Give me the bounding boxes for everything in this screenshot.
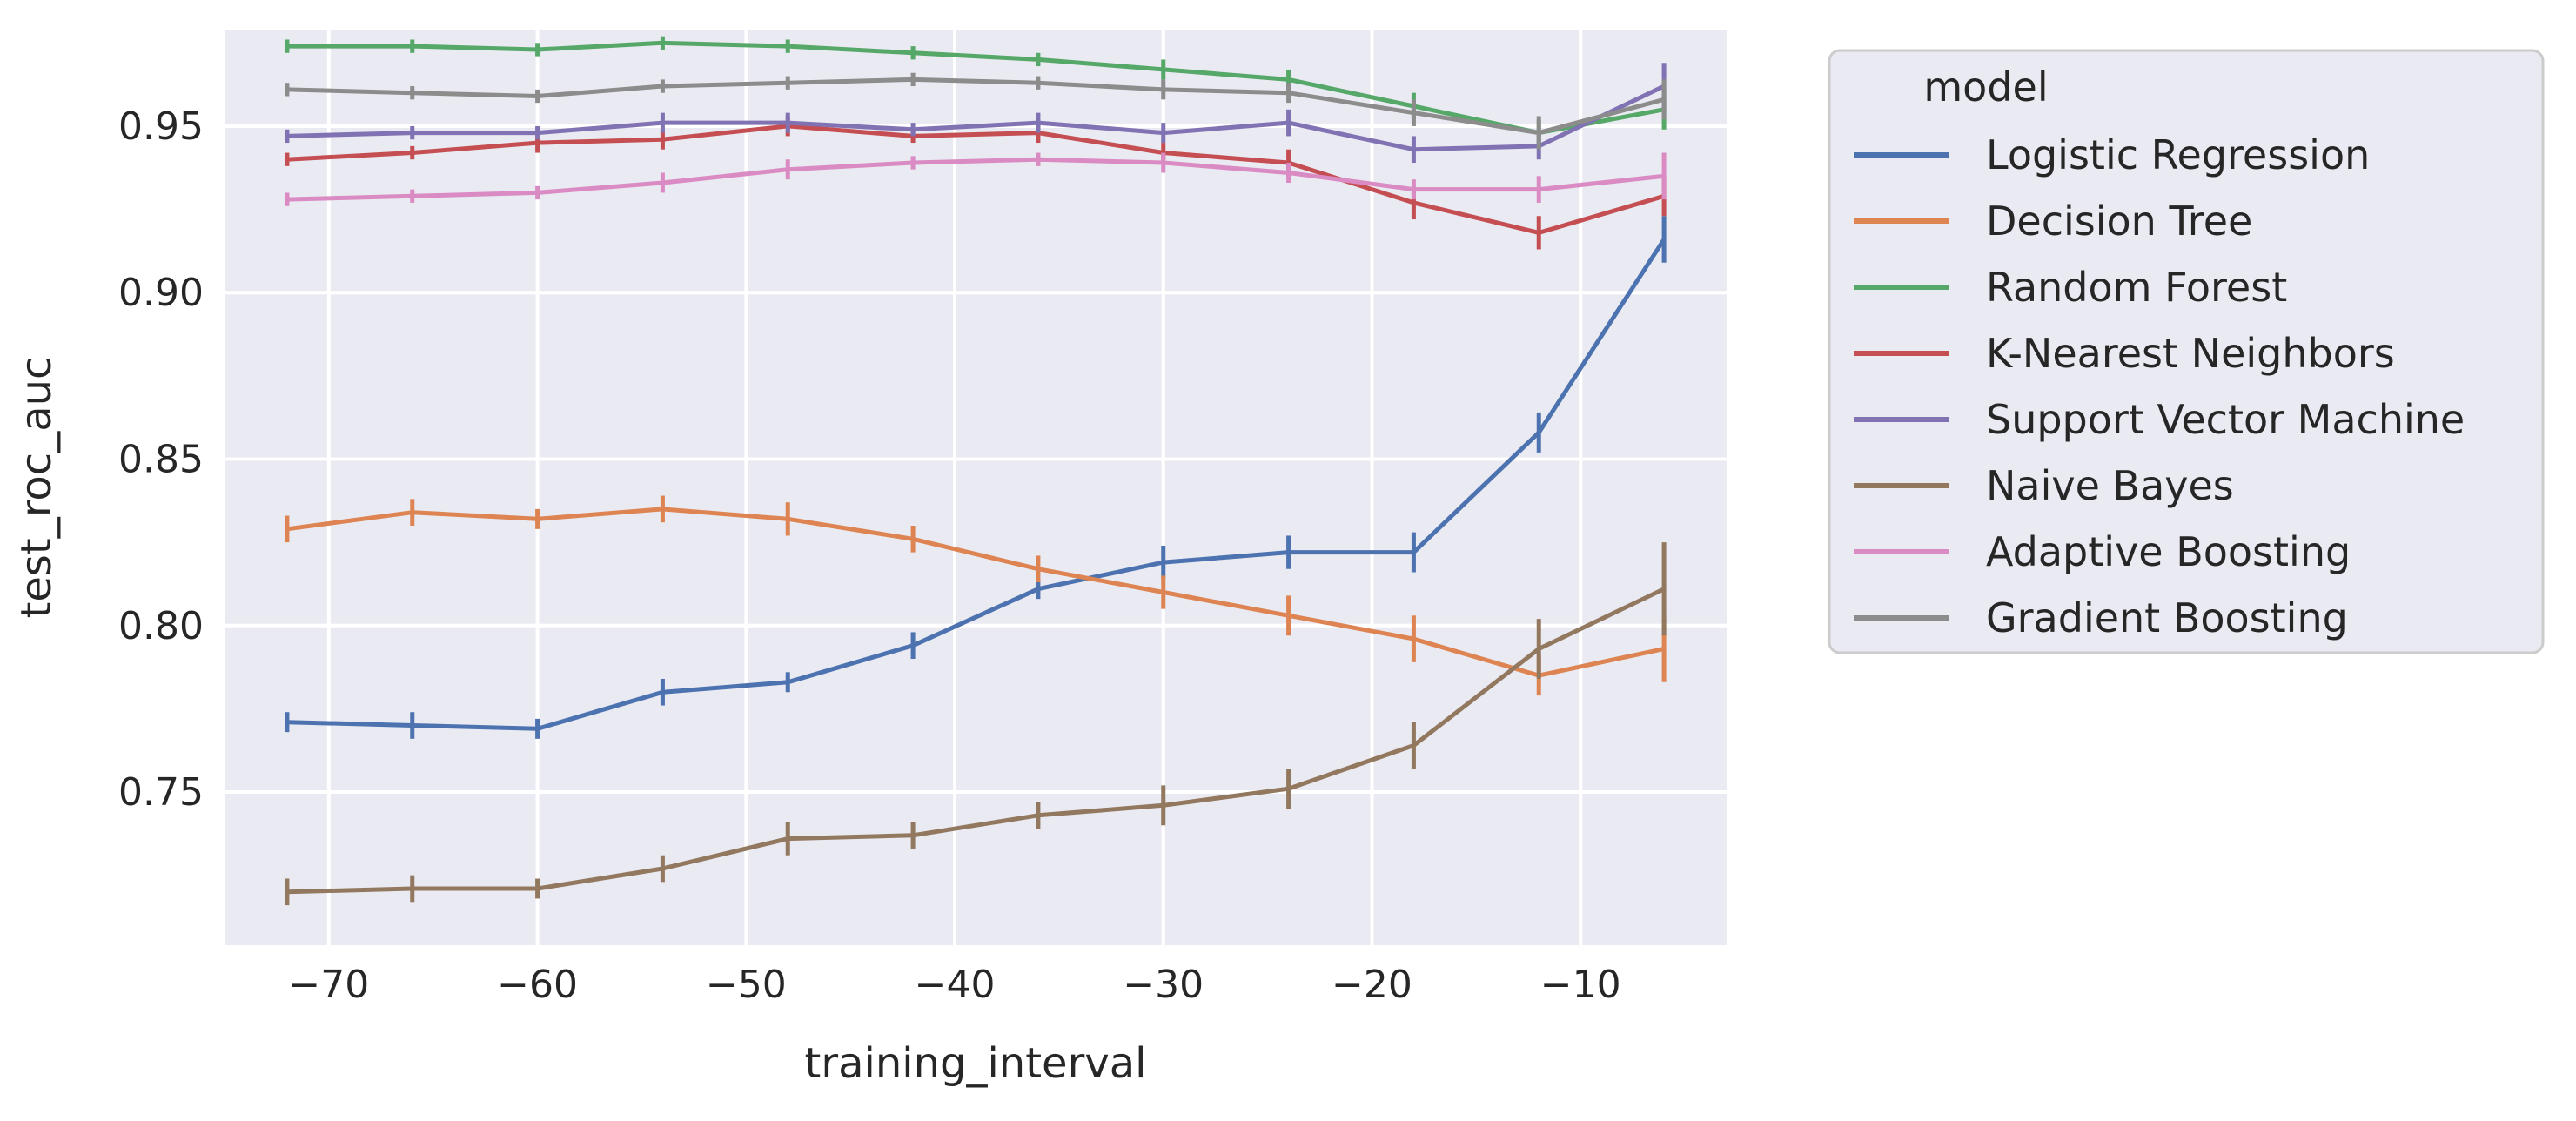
legend-item-logistic-regression: Logistic Regression xyxy=(1854,131,2370,178)
legend-label: Naive Bayes xyxy=(1986,462,2234,509)
legend-title: model xyxy=(1923,64,2048,111)
y-tick-label: 0.75 xyxy=(118,770,204,815)
y-axis-ticks: 0.75 0.80 0.85 0.90 0.95 xyxy=(118,104,204,815)
y-tick-label: 0.80 xyxy=(118,604,204,648)
series-line-naive-bayes xyxy=(285,587,1667,895)
legend-label: Decision Tree xyxy=(1986,198,2252,245)
legend-label: Random Forest xyxy=(1986,264,2287,311)
series-line-random-forest xyxy=(285,40,1667,136)
x-axis-label: training_interval xyxy=(805,1039,1147,1088)
x-axis-ticks: −70 −60 −50 −40 −30 −20 −10 xyxy=(288,963,1620,1007)
legend-item-random-forest: Random Forest xyxy=(1854,264,2287,311)
legend-label: Gradient Boosting xyxy=(1986,594,2348,641)
legend-label: Adaptive Boosting xyxy=(1986,528,2351,575)
x-tick-label: −40 xyxy=(915,963,996,1007)
y-tick-label: 0.95 xyxy=(118,104,204,149)
y-axis-label: test_roc_auc xyxy=(12,357,61,619)
series-line-support-vector-machine xyxy=(285,84,1667,152)
x-tick-label: −50 xyxy=(706,963,787,1007)
x-tick-label: −20 xyxy=(1332,963,1412,1007)
y-tick-label: 0.90 xyxy=(118,271,204,315)
legend-label: K-Nearest Neighbors xyxy=(1986,330,2395,377)
series-line-k-nearest-neighbors xyxy=(285,124,1667,235)
series-logistic-regression xyxy=(285,216,1667,739)
x-tick-label: −30 xyxy=(1123,963,1204,1007)
series-line-adaptive-boosting xyxy=(285,157,1667,202)
series-adaptive-boosting xyxy=(285,152,1667,206)
series-layer xyxy=(285,36,1667,906)
series-naive-bayes xyxy=(285,542,1667,906)
legend-box xyxy=(1828,49,2545,654)
legend-item-decision-tree: Decision Tree xyxy=(1854,198,2252,245)
legend-item-support-vector-machine: Support Vector Machine xyxy=(1854,396,2465,443)
legend-item-k-nearest-neighbors: K-Nearest Neighbors xyxy=(1854,330,2395,377)
series-line-decision-tree xyxy=(285,507,1667,678)
legend-item-gradient-boosting: Gradient Boosting xyxy=(1854,594,2348,641)
legend: model Logistic Regression Decision Tree Ra… xyxy=(1828,49,2545,654)
series-line-gradient-boosting xyxy=(285,77,1667,136)
legend-item-naive-bayes: Naive Bayes xyxy=(1854,462,2234,509)
series-line-logistic-regression xyxy=(285,237,1667,731)
series-support-vector-machine xyxy=(285,63,1667,164)
plot-background xyxy=(225,30,1727,945)
x-tick-label: −60 xyxy=(497,963,578,1007)
x-tick-label: −10 xyxy=(1540,963,1621,1007)
legend-item-adaptive-boosting: Adaptive Boosting xyxy=(1854,528,2351,575)
legend-label: Support Vector Machine xyxy=(1986,396,2465,443)
x-tick-label: −70 xyxy=(288,963,369,1007)
y-tick-label: 0.85 xyxy=(118,437,204,481)
legend-label: Logistic Regression xyxy=(1986,131,2370,178)
series-gradient-boosting xyxy=(285,72,1667,150)
